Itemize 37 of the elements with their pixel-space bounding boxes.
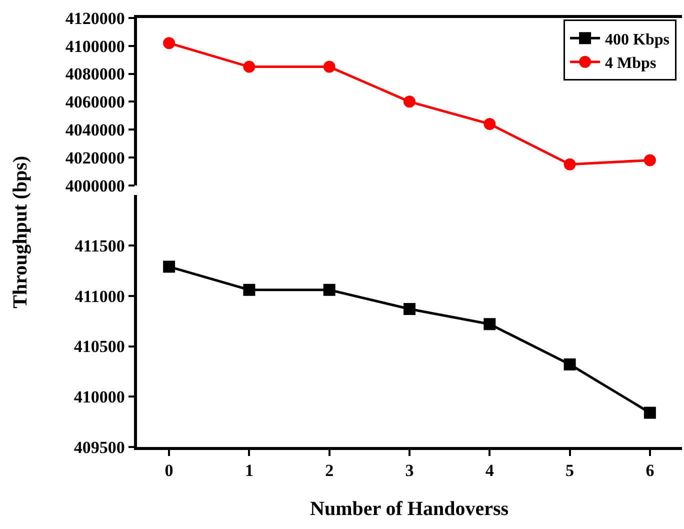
point <box>163 260 176 273</box>
point <box>404 96 416 108</box>
x-axis-title: Number of Handoverss <box>310 498 509 520</box>
y-tick-label: 4020000 <box>65 148 125 168</box>
point <box>323 60 336 73</box>
y-tick-label: 409500 <box>74 438 125 457</box>
y-tick-label: 4060000 <box>65 92 125 112</box>
point <box>484 118 496 130</box>
point <box>404 302 416 315</box>
point <box>243 60 256 73</box>
x-tick-label: 0 <box>164 461 174 480</box>
x-tick-label: 4 <box>485 461 494 480</box>
point <box>484 318 496 330</box>
point <box>644 406 656 419</box>
y-tick-label: 4100000 <box>65 36 125 56</box>
x-tick-label: 6 <box>646 461 654 480</box>
x-tick-label: 5 <box>566 461 574 480</box>
y-tick-label: 4120000 <box>65 8 125 28</box>
point <box>163 37 176 50</box>
x-tick-label: 2 <box>325 461 334 480</box>
x-tick-label: 1 <box>244 461 254 480</box>
point <box>644 154 656 166</box>
y-tick-label: 410000 <box>74 388 125 407</box>
point <box>243 284 256 296</box>
point <box>323 284 336 296</box>
y-tick-label: 4000000 <box>65 176 125 196</box>
y-tick-label: 4040000 <box>65 120 125 140</box>
point <box>564 158 576 170</box>
x-tick-label: 3 <box>405 461 414 480</box>
y-axis-title: Throughput (bps) <box>9 156 32 308</box>
y-tick-label: 4080000 <box>65 64 125 84</box>
legend-label: 400 Kbps <box>605 31 670 48</box>
point <box>564 358 576 370</box>
y-tick-label: 411500 <box>74 236 125 256</box>
y-tick-label: 410500 <box>74 337 125 356</box>
legend-label: 4 Mbps <box>605 55 656 72</box>
y-tick-label: 411000 <box>74 286 125 306</box>
